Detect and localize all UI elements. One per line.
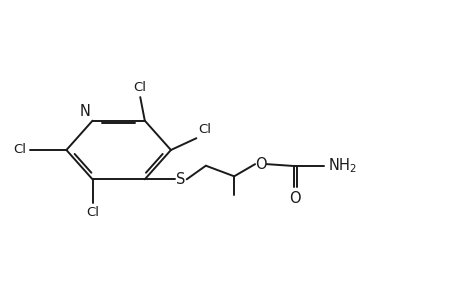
Text: N: N	[79, 104, 90, 119]
Text: NH$_2$: NH$_2$	[327, 157, 356, 175]
Text: S: S	[176, 172, 185, 187]
Text: O: O	[255, 157, 266, 172]
Text: Cl: Cl	[13, 143, 26, 157]
Text: Cl: Cl	[134, 81, 146, 94]
Text: O: O	[289, 191, 301, 206]
Text: Cl: Cl	[198, 123, 211, 136]
Text: Cl: Cl	[86, 206, 99, 219]
